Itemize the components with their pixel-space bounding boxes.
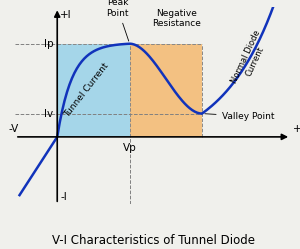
Text: V-I Characteristics of Tunnel Diode: V-I Characteristics of Tunnel Diode	[52, 234, 254, 247]
Text: +V: +V	[292, 124, 300, 134]
Text: Peak
Point: Peak Point	[106, 0, 129, 41]
Text: -V: -V	[8, 124, 19, 134]
Text: Valley Point: Valley Point	[205, 112, 274, 121]
Text: Vp: Vp	[123, 143, 136, 153]
Text: -I: -I	[60, 191, 67, 202]
Text: Iv: Iv	[44, 109, 53, 119]
Text: Tunnel Current: Tunnel Current	[62, 61, 110, 119]
Text: Normal Diode
Current: Normal Diode Current	[229, 29, 271, 89]
Text: Negative
Resistance: Negative Resistance	[152, 9, 201, 28]
Bar	[130, 44, 202, 137]
Bar	[57, 44, 130, 137]
Text: Ip: Ip	[44, 39, 53, 49]
Text: +I: +I	[60, 10, 72, 20]
